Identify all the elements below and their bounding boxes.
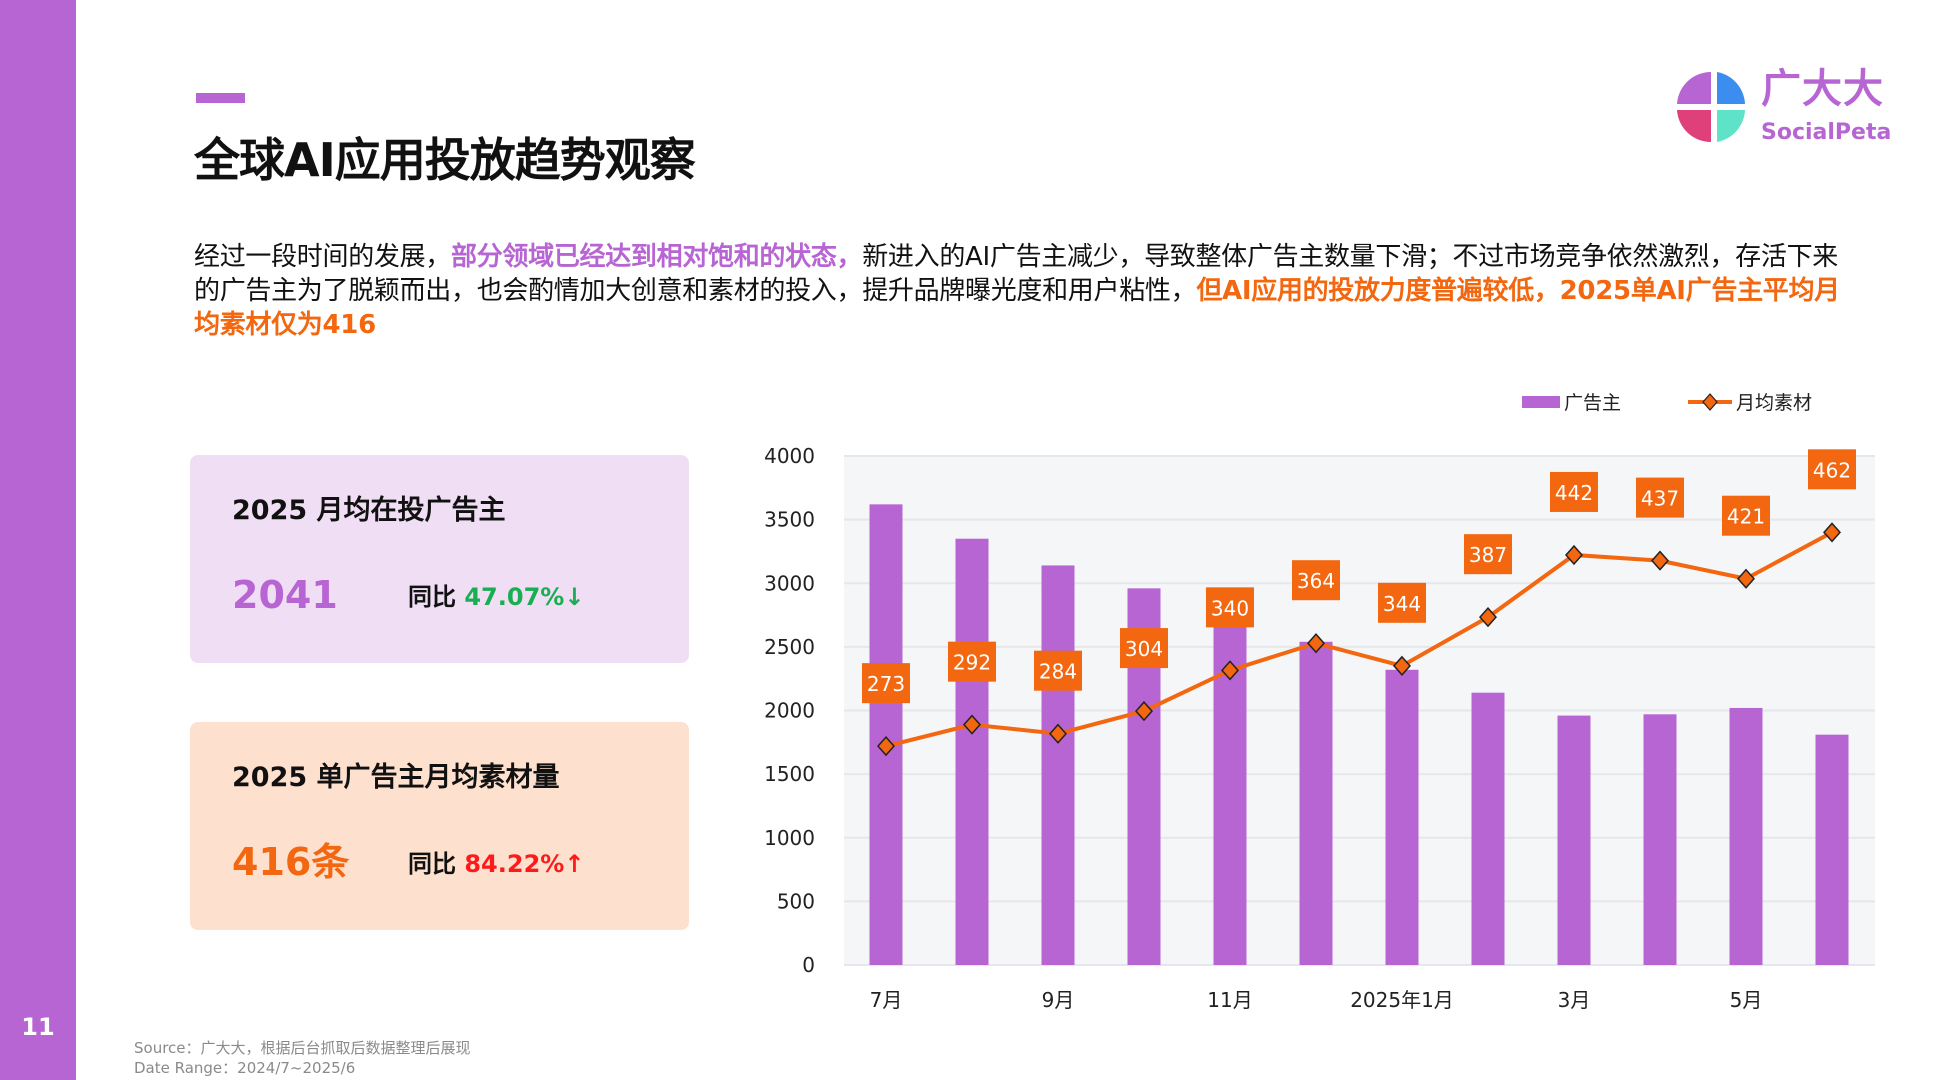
legend-label: 月均素材 (1736, 392, 1812, 414)
y-tick-label: 1500 (764, 762, 815, 786)
yoy-label: 同比 (408, 583, 456, 611)
footer: Source：广大大，根据后台抓取后数据整理后展现 Date Range：202… (134, 1038, 471, 1078)
y-tick-label: 3000 (764, 571, 815, 595)
data-label: 304 (1125, 637, 1163, 661)
data-label-box (1722, 495, 1770, 536)
page-title: 全球AI应用投放趋势观察 (194, 133, 696, 187)
page-number: 11 (21, 1013, 55, 1041)
bar (1557, 715, 1591, 965)
bar (1213, 612, 1247, 965)
line-marker (1392, 655, 1412, 676)
x-tick-label: 9月 (1042, 988, 1075, 1012)
data-label: 344 (1383, 592, 1421, 616)
card-value: 2041 (232, 573, 338, 617)
sidebar-strip (0, 0, 76, 1080)
line-marker (876, 736, 896, 757)
line-marker (962, 714, 982, 735)
line-marker (1134, 700, 1154, 722)
yoy-value: 47.07%↓ (464, 583, 585, 611)
card-title: 2025 单广告主月均素材量 (232, 762, 560, 793)
card-yoy: 同比 84.22%↑ (408, 848, 584, 880)
stat-card-advertisers: 2025 月均在投广告主 2041 同比 47.07%↓ (190, 455, 689, 663)
data-label: 462 (1813, 458, 1851, 482)
data-label-box (862, 663, 910, 704)
y-tick-label: 2500 (764, 635, 815, 659)
yoy-label: 同比 (408, 850, 456, 878)
line-marker (1306, 633, 1326, 654)
bar (869, 504, 903, 965)
bar (955, 538, 989, 965)
data-label: 437 (1641, 487, 1679, 511)
summary-paragraph: 经过一段时间的发展，部分领域已经达到相对饱和的状态，新进入的AI广告主减少，导致… (194, 240, 1844, 342)
card-title: 2025 月均在投广告主 (232, 495, 506, 526)
data-label-box (948, 641, 996, 682)
x-tick-label: 5月 (1730, 988, 1763, 1012)
data-label: 387 (1469, 543, 1507, 567)
bar (1299, 641, 1333, 965)
y-tick-label: 4000 (764, 444, 815, 468)
line-series (885, 530, 1833, 749)
line-marker (1650, 550, 1670, 571)
bar (1385, 669, 1419, 965)
data-label-box (1464, 534, 1512, 575)
bar (1729, 707, 1763, 965)
plot-area (844, 456, 1875, 965)
x-tick-label: 7月 (870, 988, 903, 1012)
line-marker (1736, 568, 1756, 589)
data-label: 273 (867, 672, 905, 696)
data-label: 421 (1727, 505, 1765, 529)
summary-highlight: 但AI应用的投放力度普遍较低，2025单AI广告主平均月均素材仅为416 (194, 276, 1840, 340)
data-label-box (1206, 587, 1254, 628)
data-label: 442 (1555, 481, 1593, 505)
bar (1643, 714, 1677, 965)
line-marker (1822, 522, 1842, 543)
logo-text-en: SocialPeta (1761, 120, 1892, 145)
card-value: 416条 (232, 840, 350, 884)
line-marker (1220, 660, 1240, 681)
legend-label: 广告主 (1564, 392, 1621, 414)
summary-highlight: 部分领域已经达到相对饱和的状态， (451, 242, 863, 272)
bar (1815, 734, 1849, 965)
line-marker (1478, 607, 1498, 628)
title-accent-bar (196, 93, 245, 103)
y-tick-label: 1000 (764, 826, 815, 850)
line-marker (1048, 723, 1068, 744)
data-label-box (1378, 582, 1426, 623)
legend-marker (1702, 393, 1718, 411)
data-label-box (1808, 449, 1856, 490)
data-label: 292 (953, 651, 991, 675)
data-label: 364 (1297, 569, 1335, 593)
line-marker (1564, 544, 1584, 566)
logo-mark-icon (1677, 71, 1745, 143)
bar (1127, 588, 1161, 965)
y-tick-label: 0 (802, 953, 815, 977)
data-label-box (1292, 560, 1340, 601)
logo-text-cn: 广大大 (1761, 66, 1884, 112)
data-label-box (1034, 650, 1082, 691)
x-tick-label: 2025年1月 (1350, 988, 1454, 1012)
logo: 广大大 SocialPeta (1673, 66, 1923, 150)
source-note: Source：广大大，根据后台抓取后数据整理后展现 (134, 1039, 471, 1057)
data-label: 340 (1211, 596, 1249, 620)
data-label-box (1120, 628, 1168, 669)
x-tick-label: 3月 (1558, 988, 1591, 1012)
card-yoy: 同比 47.07%↓ (408, 581, 584, 613)
legend-swatch-bar (1522, 396, 1560, 408)
data-label-box (1636, 477, 1684, 518)
data-label-box (1550, 471, 1598, 512)
y-tick-label: 2000 (764, 699, 815, 723)
stat-card-creatives: 2025 单广告主月均素材量 416条 同比 84.22%↑ (190, 722, 689, 930)
x-tick-label: 11月 (1207, 988, 1252, 1012)
date-range-note: Date Range：2024/7~2025/6 (134, 1059, 356, 1077)
summary-text: 新进入的AI广告主减少，导致整体广告主数量下滑；不过市场竞争依然激烈，存活下来的… (194, 242, 1838, 306)
yoy-value: 84.22%↑ (464, 850, 585, 878)
y-tick-label: 500 (777, 889, 815, 913)
data-label: 284 (1039, 660, 1077, 684)
bar (1041, 565, 1075, 965)
y-tick-label: 3500 (764, 508, 815, 532)
bar (1471, 692, 1505, 965)
summary-text: 经过一段时间的发展， (194, 242, 452, 272)
